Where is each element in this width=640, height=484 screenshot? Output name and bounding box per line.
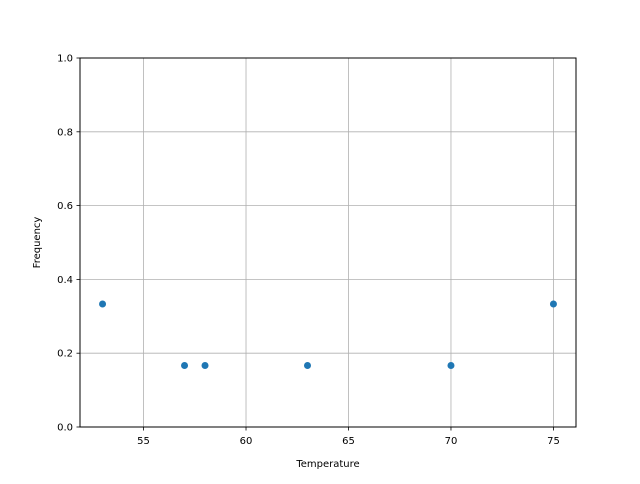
grid bbox=[80, 57, 576, 428]
data-point bbox=[201, 361, 209, 369]
y-tick-label: 0.4 bbox=[57, 275, 73, 286]
x-tick-label: 55 bbox=[137, 436, 150, 447]
x-axis-label: Temperature bbox=[295, 459, 359, 470]
y-axis-label: Frequency bbox=[32, 217, 43, 269]
x-tick-label: 75 bbox=[547, 436, 560, 447]
data-point bbox=[99, 300, 107, 308]
y-tick-label: 0.2 bbox=[57, 349, 73, 360]
x-tick-label: 70 bbox=[445, 436, 458, 447]
y-tick-label: 0.8 bbox=[57, 127, 73, 138]
x-tick-label: 65 bbox=[342, 436, 355, 447]
y-tick-label: 1.0 bbox=[57, 54, 73, 65]
ticks: 55 60 65 70 75 0.0 0.2 0.4 0.6 0.8 1.0 bbox=[57, 54, 560, 448]
data-point bbox=[447, 361, 455, 369]
data-point bbox=[549, 300, 557, 308]
y-tick-label: 0.0 bbox=[57, 423, 73, 434]
data-points bbox=[99, 300, 557, 369]
axes-frame bbox=[79, 57, 577, 428]
y-tick-label: 0.6 bbox=[57, 201, 73, 212]
data-point bbox=[181, 361, 189, 369]
x-tick-label: 60 bbox=[240, 436, 253, 447]
data-point bbox=[304, 361, 312, 369]
